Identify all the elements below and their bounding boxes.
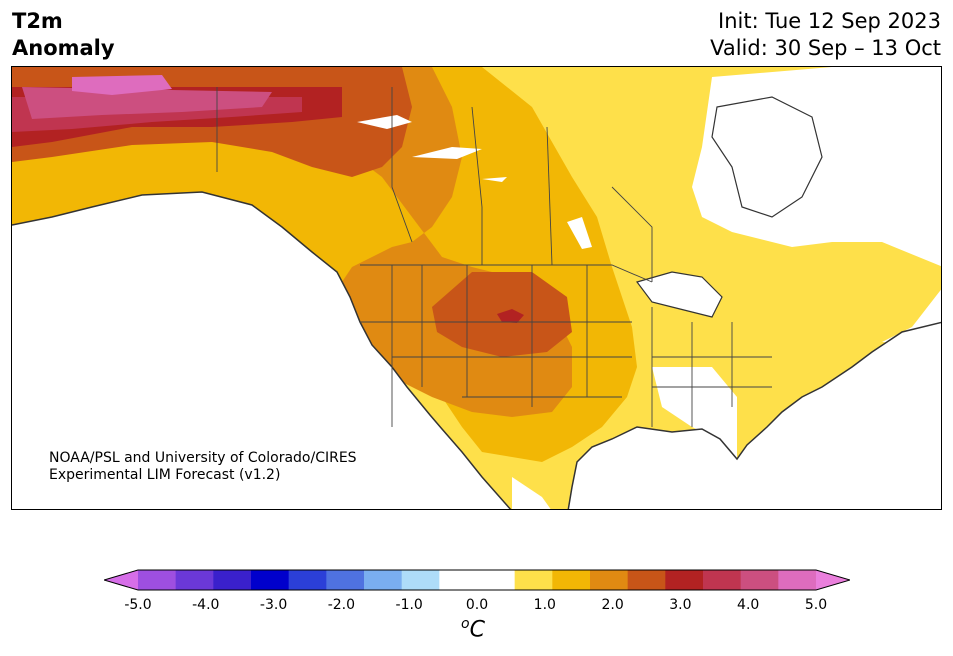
hudson-bay	[711, 96, 823, 218]
colorbar-tick-label: 4.0	[737, 597, 760, 613]
map-graphic	[12, 67, 941, 509]
colorbar-segment	[514, 570, 553, 590]
colorbar-segment	[401, 570, 440, 590]
credit-line2: Experimental LIM Forecast (v1.2)	[49, 467, 281, 483]
colorbar-extend-low	[104, 570, 138, 590]
init-date: Init: Tue 12 Sep 2023	[718, 9, 941, 33]
colorbar-segment	[138, 570, 177, 590]
colorbar-tick-label: 0.0	[465, 597, 489, 613]
anomaly-spot-3-colorado	[497, 309, 524, 323]
colorbar-tick-label: -3.0	[259, 597, 288, 613]
colorbar-segment	[740, 570, 779, 590]
colorbar-segment	[251, 570, 290, 590]
date-info: Init: Tue 12 Sep 2023 Valid: 30 Sep – 13…	[710, 8, 941, 62]
colorbar-segment	[778, 570, 817, 590]
colorbar-tick-label: 1.0	[533, 597, 556, 613]
colorbar-segment	[175, 570, 214, 590]
colorbar-tick-label: 5.0	[804, 597, 828, 613]
colorbar-segment	[665, 570, 704, 590]
credit-text: NOAA/PSL and University of Colorado/CIRE…	[49, 450, 357, 484]
anomaly-map: NOAA/PSL and University of Colorado/CIRE…	[11, 66, 942, 510]
colorbar-segment	[213, 570, 252, 590]
unit-celsius: C	[469, 617, 485, 643]
variable-title: T2m Anomaly	[12, 8, 115, 62]
colorbar-tick-label: -1.0	[395, 597, 423, 613]
colorbar-segment	[627, 570, 666, 590]
colorbar-tick-label: -4.0	[192, 597, 220, 613]
colorbar-segment	[364, 570, 403, 590]
anomaly-band-4	[22, 87, 272, 119]
colorbar-unit: oC	[461, 616, 485, 642]
great-lakes	[635, 271, 723, 318]
colorbar-tick-label: 3.0	[669, 597, 692, 613]
lake-athabasca	[482, 177, 507, 182]
unit-degree: o	[461, 616, 470, 632]
colorbar-tick-label: -5.0	[124, 597, 152, 613]
anomaly-band-4-5	[72, 75, 172, 95]
lake-great-slave	[412, 147, 482, 159]
variable-title-line1: T2m	[12, 9, 63, 33]
colorbar-ticks: -5.0 -4.0 -3.0 -2.0 -1.0 0.0 1.0 2.0 3.0 4.0 5.0	[0, 597, 953, 617]
colorbar-segment	[288, 570, 327, 590]
colorbar-segment	[552, 570, 591, 590]
political-borders	[216, 87, 772, 427]
credit-line1: NOAA/PSL and University of Colorado/CIRE…	[49, 450, 357, 466]
colorbar-tick-label: -2.0	[327, 597, 356, 613]
colorbar-segment	[439, 570, 478, 590]
colorbar	[104, 569, 850, 591]
colorbar-segment	[703, 570, 742, 590]
colorbar-extend-high	[816, 570, 850, 590]
colorbar-outline	[104, 569, 850, 591]
coastline	[12, 191, 941, 509]
lake-great-bear	[357, 115, 412, 129]
ocean-pacific	[12, 192, 511, 509]
neutral-area-mexico-tip	[512, 477, 551, 509]
colorbar-segment	[326, 570, 365, 590]
lake-winnipeg	[567, 217, 592, 249]
variable-title-line2: Anomaly	[12, 36, 115, 60]
ocean-gulf-atlantic	[568, 322, 941, 509]
colorbar-segment	[477, 570, 516, 590]
colorbar-segment	[590, 570, 629, 590]
valid-date: Valid: 30 Sep – 13 Oct	[710, 36, 941, 60]
colorbar-tick-label: 2.0	[601, 597, 624, 613]
